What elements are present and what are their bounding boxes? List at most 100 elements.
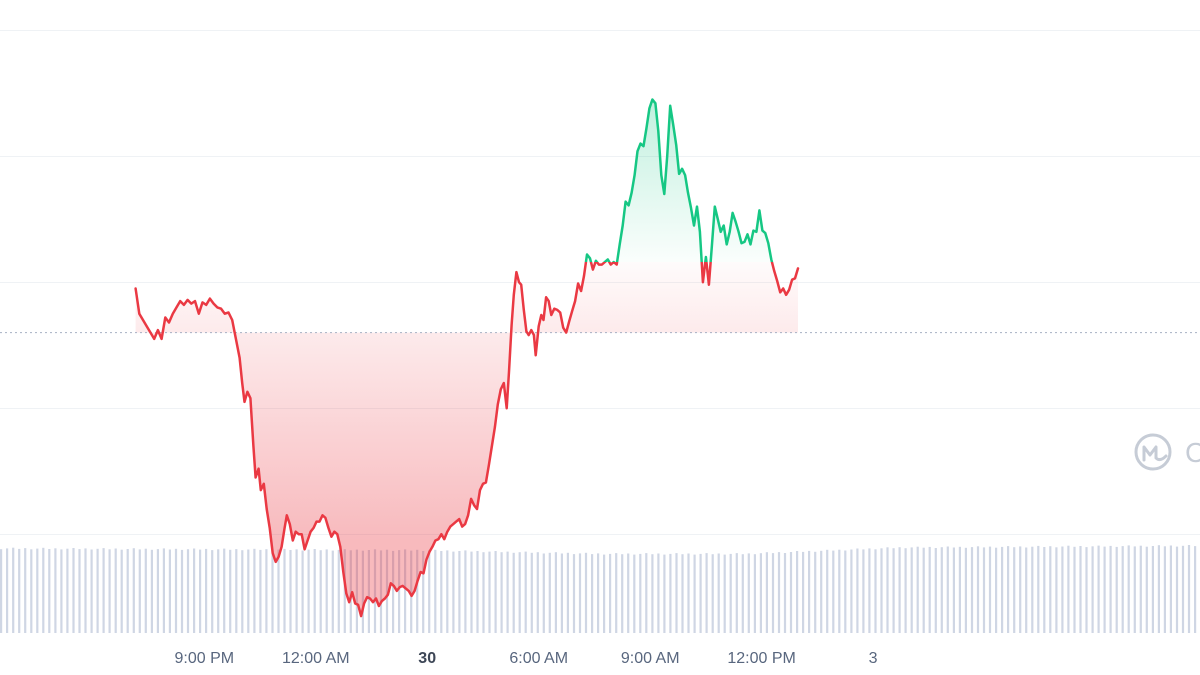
volume-bar <box>506 551 509 633</box>
volume-bar <box>1151 546 1154 633</box>
volume-bar <box>1037 545 1040 633</box>
volume-bar <box>862 549 865 633</box>
price-line-above-baseline[interactable] <box>136 98 798 617</box>
volume-bar <box>476 551 479 633</box>
volume-bar <box>1091 546 1094 633</box>
volume-bar <box>675 553 678 633</box>
volume-bar <box>1061 546 1064 633</box>
volume-bar <box>422 551 425 633</box>
volume-bar <box>265 549 268 633</box>
volume-bar <box>90 549 93 633</box>
volume-bar <box>60 549 63 633</box>
x-tick-label: 6:00 AM <box>509 650 568 667</box>
volume-bar <box>180 549 184 633</box>
volume-bar <box>621 554 624 633</box>
volume-bar <box>645 553 648 633</box>
volume-bar <box>856 548 859 633</box>
volume-bar <box>578 553 582 633</box>
price-line-below-baseline[interactable] <box>134 100 800 618</box>
volume-bar <box>331 550 334 633</box>
volume-bar <box>633 554 636 633</box>
volume-bar <box>759 553 762 633</box>
volume-bar <box>144 548 147 633</box>
volume-bar <box>868 548 871 633</box>
volume-bar <box>235 549 238 633</box>
volume-bar <box>253 548 256 633</box>
volume-bar <box>470 551 473 633</box>
volume-bar <box>880 548 883 633</box>
volume-bar <box>765 552 768 633</box>
volume-bar <box>735 553 738 633</box>
volume-bar <box>301 550 304 633</box>
volume-bar <box>488 551 491 633</box>
volume-bar <box>211 550 214 633</box>
volume-bar <box>663 554 666 633</box>
volume-bar <box>699 553 702 633</box>
volume-bar <box>416 549 419 633</box>
volume-bar <box>84 548 87 633</box>
volume-bar <box>747 553 750 633</box>
volume-bar <box>1115 546 1118 633</box>
volume-bar <box>78 549 81 633</box>
volume-bar <box>904 548 907 633</box>
volume-bar <box>96 548 99 633</box>
volume-bar <box>530 552 533 633</box>
volume-bar <box>1031 546 1034 633</box>
volume-bar <box>392 550 395 633</box>
x-tick-label: 30 <box>418 650 436 667</box>
volume-bar <box>964 547 967 633</box>
volume-bar <box>108 549 111 633</box>
x-tick-label: 3 <box>869 650 878 667</box>
volume-bar <box>820 550 823 633</box>
volume-bar <box>976 546 980 633</box>
volume-bar <box>1139 545 1142 633</box>
volume-bar <box>162 548 165 633</box>
volume-bar <box>566 552 569 633</box>
volume-bar <box>325 549 328 633</box>
volume-bar <box>651 554 654 633</box>
volume-bar <box>452 551 455 633</box>
volume-bar <box>1175 546 1179 633</box>
volume-bar <box>500 552 503 633</box>
volume-bar <box>404 549 407 633</box>
volume-bar <box>958 546 961 633</box>
volume-bar <box>18 548 21 633</box>
volume-bar <box>398 550 401 633</box>
volume-bar <box>518 552 521 633</box>
volume-bar <box>609 553 612 633</box>
volume-bar <box>669 553 672 633</box>
volume-bar <box>940 547 943 633</box>
volume-bar <box>1049 546 1052 633</box>
volume-bar <box>657 553 660 633</box>
volume-bar <box>174 548 178 633</box>
volume-bar <box>30 549 33 633</box>
volume-bar <box>808 550 811 633</box>
volume-bar <box>591 554 594 633</box>
volume-bar <box>494 551 497 633</box>
volume-bar <box>970 547 974 633</box>
volume-bar <box>1127 545 1130 633</box>
volume-bar <box>156 549 159 633</box>
volume-bar <box>789 552 793 633</box>
volume-bar <box>916 546 919 633</box>
x-axis: 9:00 PM 12:00 AM 30 6:00 AM 9:00 AM 12:00 PM 3 <box>175 650 878 667</box>
volume-bar <box>319 550 322 633</box>
volume-bar <box>42 547 45 633</box>
volume-bar <box>922 547 925 633</box>
volume-bar <box>783 553 787 633</box>
volume-bar <box>1001 546 1004 633</box>
volume-bar <box>1181 545 1185 633</box>
volume-bar <box>753 554 756 633</box>
volume-bar <box>247 549 250 633</box>
volume-bar <box>886 547 889 633</box>
x-tick-label: 9:00 PM <box>175 650 235 667</box>
volume-bar <box>844 550 847 633</box>
volume-bar <box>554 552 557 633</box>
volume-bar <box>428 550 431 633</box>
volume-bar <box>1097 545 1100 633</box>
volume-bar <box>928 546 931 633</box>
volume-bar <box>114 548 117 633</box>
volume-bar <box>639 553 642 633</box>
